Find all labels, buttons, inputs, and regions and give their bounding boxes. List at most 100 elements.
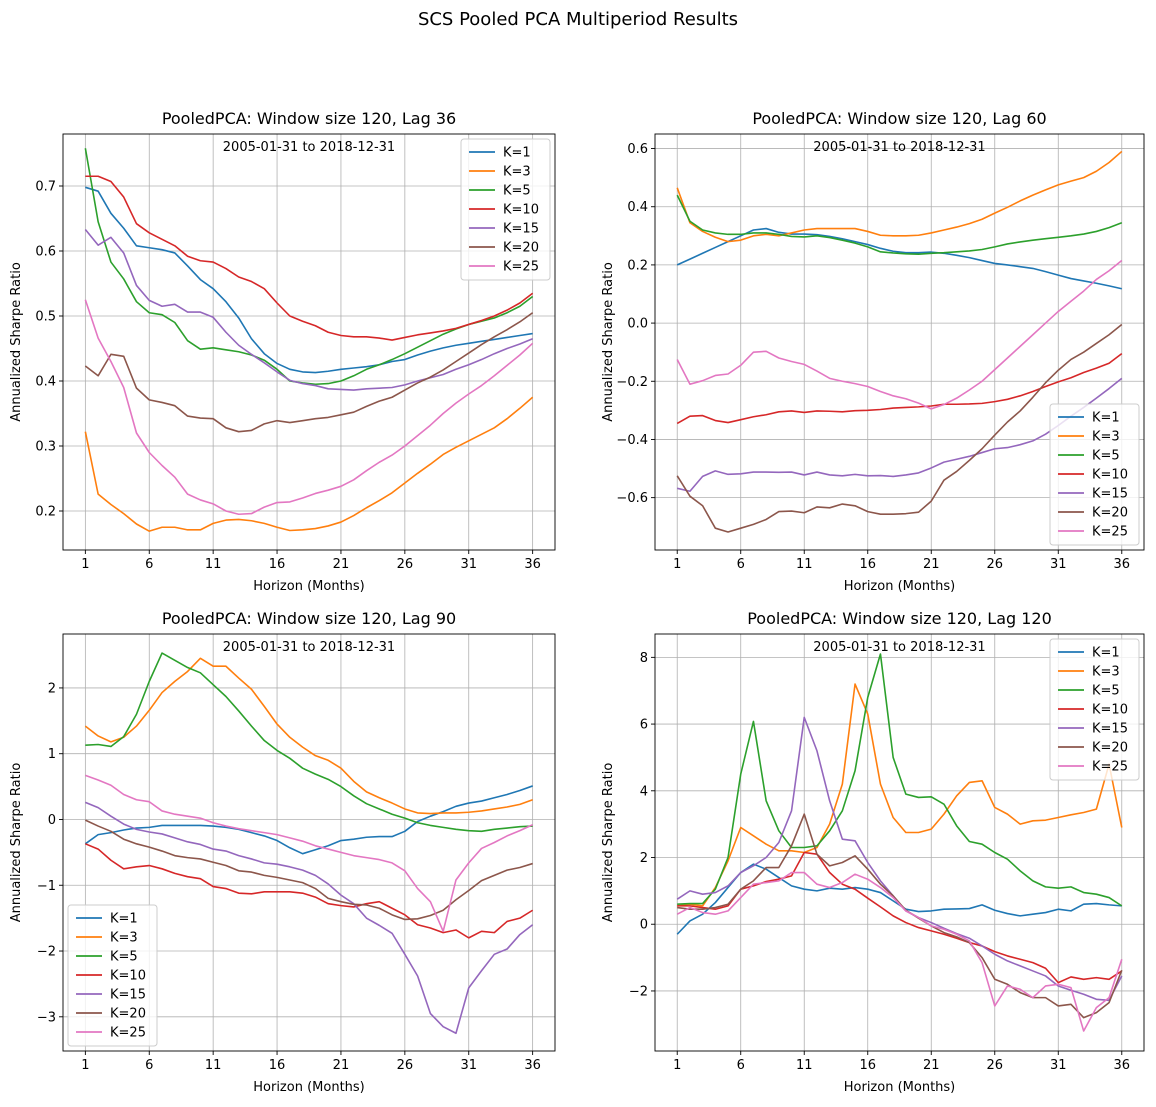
legend: K=1 K=3 K=5 K=10 K=15 K=20 K=25	[460, 138, 551, 281]
x-tick-label: 6	[145, 557, 153, 572]
legend-label: K=20	[1092, 741, 1128, 756]
series-line-k15	[85, 801, 534, 1035]
series-line-k5	[85, 652, 533, 833]
y-tick-label: 0.4	[35, 375, 56, 390]
legend-label: K=5	[110, 950, 138, 965]
series-line-k3	[84, 396, 534, 532]
y-tick-label: 0.6	[35, 245, 56, 260]
legend-label: K=25	[1092, 525, 1128, 540]
x-tick-label: 21	[923, 1058, 940, 1073]
x-tick-label: 26	[986, 1058, 1003, 1073]
y-tick-label: 0.7	[35, 180, 56, 195]
legend-box	[67, 904, 158, 1047]
y-tick-label: −3	[37, 1010, 56, 1025]
y-tick-label: −2	[629, 984, 648, 999]
series-line-k25	[676, 259, 1123, 410]
series-line-k3	[676, 150, 1123, 243]
x-tick-label: 26	[986, 557, 1003, 572]
legend-label: K=3	[1092, 430, 1120, 445]
series-line-k5	[676, 194, 1123, 255]
legend-label: K=3	[503, 165, 531, 180]
x-tick-label: 16	[269, 1058, 286, 1073]
x-tick-label: 1	[673, 557, 681, 572]
x-tick-label: 31	[460, 557, 477, 572]
y-axis-label: Annualized Sharpe Ratio	[601, 262, 616, 422]
panel-title: PooledPCA: Window size 120, Lag 60	[752, 109, 1046, 128]
legend-label: K=20	[110, 1007, 146, 1022]
y-tick-label: 0.2	[627, 258, 648, 273]
panel-title: PooledPCA: Window size 120, Lag 36	[162, 109, 456, 128]
series-line-k10	[676, 353, 1123, 425]
y-tick-label: 0.2	[35, 505, 56, 520]
x-axis-label: Horizon (Months)	[844, 579, 956, 594]
legend-label: K=1	[503, 146, 531, 161]
axes-frame	[62, 633, 556, 1052]
series-line-k20	[84, 312, 534, 433]
x-tick-label: 1	[673, 1058, 681, 1073]
legend-label: K=10	[1092, 703, 1128, 718]
y-tick-label: 0.3	[35, 440, 56, 455]
x-tick-label: 31	[1050, 1058, 1067, 1073]
legend-label: K=5	[1092, 684, 1120, 699]
panel-title: PooledPCA: Window size 120, Lag 90	[162, 609, 456, 628]
legend-label: K=1	[1092, 411, 1120, 426]
series-line-k5	[677, 653, 1123, 907]
legend-box	[1049, 403, 1140, 546]
x-tick-label: 21	[923, 557, 940, 572]
panel-title: PooledPCA: Window size 120, Lag 120	[747, 609, 1052, 628]
x-tick-label: 6	[737, 557, 745, 572]
date-range-annotation: 2005-01-31 to 2018-12-31	[223, 640, 395, 655]
x-tick-label: 16	[859, 1058, 876, 1073]
legend-label: K=3	[1092, 665, 1120, 680]
legend-label: K=10	[503, 203, 539, 218]
legend-label: K=1	[1092, 646, 1120, 661]
y-tick-label: −2	[37, 945, 56, 960]
legend-label: K=10	[1092, 468, 1128, 483]
axes-frame	[654, 133, 1145, 551]
x-tick-label: 21	[333, 557, 350, 572]
x-tick-label: 1	[81, 557, 89, 572]
y-tick-label: 0.5	[35, 310, 56, 325]
y-axis-label: Annualized Sharpe Ratio	[601, 763, 616, 923]
x-axis-label: Horizon (Months)	[253, 1080, 365, 1095]
x-tick-label: 6	[145, 1058, 153, 1073]
y-tick-label: 0	[48, 813, 56, 828]
y-tick-label: 8	[640, 651, 648, 666]
legend-label: K=25	[503, 260, 539, 275]
x-tick-label: 11	[796, 557, 813, 572]
x-tick-label: 6	[737, 1058, 745, 1073]
date-range-annotation: 2005-01-31 to 2018-12-31	[813, 140, 985, 155]
series-line-k10	[85, 175, 534, 341]
series-line-k3	[677, 683, 1123, 907]
y-tick-label: −1	[37, 879, 56, 894]
chart-panel-1: 1 6 11 16 21 26 31 360.20.30.40.50.60.7PooledPC…	[9, 109, 556, 594]
x-tick-label: 31	[1050, 557, 1067, 572]
x-tick-label: 36	[524, 557, 541, 572]
x-tick-label: 36	[1113, 1058, 1130, 1073]
x-tick-label: 11	[205, 1058, 222, 1073]
legend: K=1 K=3 K=5 K=10 K=15 K=20 K=25	[1049, 403, 1140, 546]
series-line-k25	[84, 299, 534, 516]
x-tick-label: 26	[397, 557, 414, 572]
y-tick-label: −0.4	[616, 433, 648, 448]
legend-label: K=5	[1092, 449, 1120, 464]
legend: K=1 K=3 K=5 K=10 K=15 K=20 K=25	[1049, 638, 1140, 781]
legend: K=1 K=3 K=5 K=10 K=15 K=20 K=25	[67, 904, 158, 1047]
legend-box	[460, 138, 551, 281]
x-tick-label: 26	[397, 1058, 414, 1073]
legend-label: K=20	[1092, 506, 1128, 521]
y-tick-label: 0.4	[627, 200, 648, 215]
y-tick-label: −0.6	[616, 491, 648, 506]
y-tick-label: 0.0	[627, 317, 648, 332]
legend-label: K=15	[503, 222, 539, 237]
date-range-annotation: 2005-01-31 to 2018-12-31	[223, 140, 395, 155]
x-tick-label: 36	[524, 1058, 541, 1073]
x-tick-label: 16	[859, 557, 876, 572]
chart-panel-2: 1 6 11 16 21 26 31 36−0.6−0.4−0.20.00.20.40.6Po…	[601, 109, 1145, 594]
series-line-k10	[85, 843, 534, 939]
y-tick-label: 1	[48, 747, 56, 762]
legend-box	[1049, 638, 1140, 781]
figure-suptitle: SCS Pooled PCA Multiperiod Results	[418, 9, 738, 30]
